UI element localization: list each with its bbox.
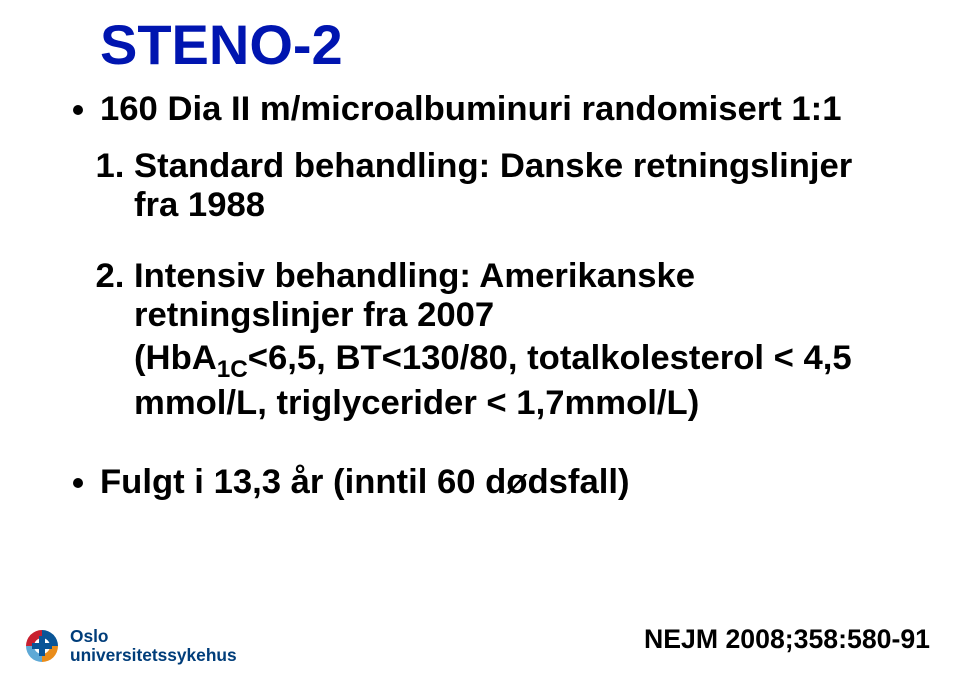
logo-line2: universitetssykehus (70, 646, 237, 665)
numbered-item-1: Standard behandling: Danske retningslinj… (134, 147, 900, 225)
slide-title: STENO-2 (100, 12, 343, 77)
bullet-1-text: 160 Dia II m/microalbuminuri randomisert… (100, 90, 842, 128)
numbered-1-text: Standard behandling: Danske retningslinj… (134, 147, 852, 224)
numbered-item-2: Intensiv behandling: Amerikanske retning… (134, 257, 900, 423)
hba-subscript: 1C (217, 356, 248, 383)
logo: Oslo universitetssykehus (20, 624, 237, 668)
bullet-2-text: Fulgt i 13,3 år (inntil 60 dødsfall) (100, 463, 630, 501)
logo-line1: Oslo (70, 627, 237, 646)
logo-text: Oslo universitetssykehus (70, 627, 237, 665)
numbered-2-line2: (HbA1C<6,5, BT<130/80, totalkolesterol <… (134, 339, 900, 423)
slide-body: 160 Dia II m/microalbuminuri randomisert… (70, 90, 900, 526)
hba-prefix: (HbA (134, 339, 217, 377)
bullet-item-1: 160 Dia II m/microalbuminuri randomisert… (100, 90, 900, 423)
bullet-item-2: Fulgt i 13,3 år (inntil 60 dødsfall) (100, 463, 900, 502)
bullet-list: 160 Dia II m/microalbuminuri randomisert… (70, 90, 900, 502)
citation-text: NEJM 2008;358:580-91 (644, 624, 930, 655)
slide-container: STENO-2 160 Dia II m/microalbuminuri ran… (0, 0, 960, 680)
numbered-list: Standard behandling: Danske retningslinj… (100, 147, 900, 423)
numbered-2-line1: Intensiv behandling: Amerikanske retning… (134, 257, 695, 334)
logo-mark-icon (20, 624, 64, 668)
